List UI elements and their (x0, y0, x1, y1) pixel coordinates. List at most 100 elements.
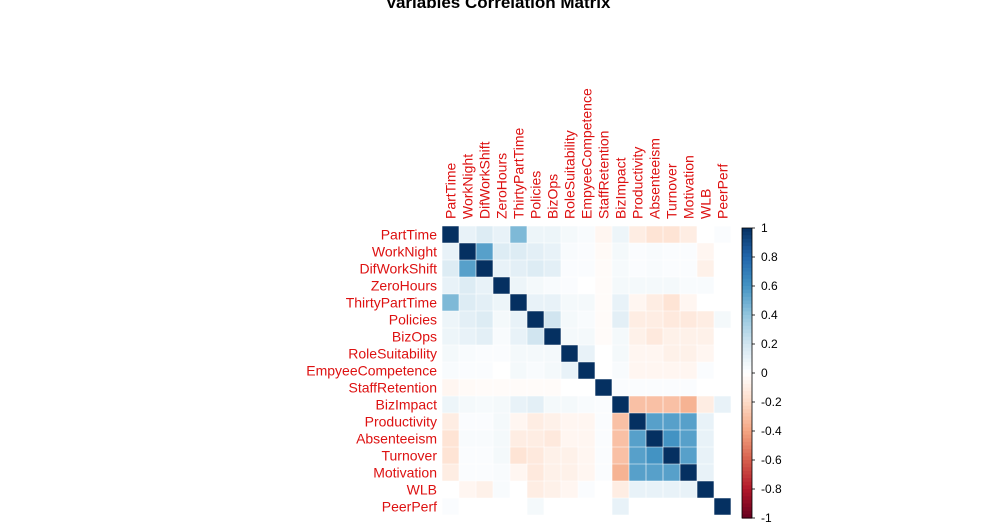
heatmap-cell (595, 328, 612, 345)
heatmap-cell (578, 413, 595, 430)
heatmap-cell (663, 430, 680, 447)
heatmap-cell (527, 226, 544, 243)
colorbar-segment (742, 257, 752, 262)
heatmap-cell (663, 345, 680, 362)
heatmap-cells (441, 225, 732, 516)
heatmap-cell (680, 243, 697, 260)
heatmap-cell (697, 243, 714, 260)
heatmap-cell (527, 277, 544, 294)
heatmap-cell (544, 345, 561, 362)
heatmap-cell (629, 362, 646, 379)
colorbar-tick-label: -0.4 (761, 424, 782, 438)
heatmap-cell (697, 447, 714, 464)
heatmap-cell (697, 481, 714, 498)
heatmap-cell (663, 243, 680, 260)
colorbar-segment (742, 365, 752, 370)
heatmap-cell (510, 328, 527, 345)
heatmap-cell (612, 328, 629, 345)
heatmap-cell (476, 430, 493, 447)
colorbar-segment (742, 391, 752, 396)
heatmap-cell (544, 430, 561, 447)
heatmap-cell (646, 260, 663, 277)
heatmap-cell (646, 226, 663, 243)
heatmap-cell (697, 396, 714, 413)
heatmap-cell (527, 311, 544, 328)
heatmap-cell (646, 464, 663, 481)
heatmap-cell (646, 345, 663, 362)
heatmap-cell (714, 362, 731, 379)
colorbar-segment (742, 228, 752, 233)
heatmap-cell (714, 464, 731, 481)
heatmap-cell (442, 362, 459, 379)
heatmap-cell (578, 447, 595, 464)
colorbar-segment (742, 514, 752, 519)
heatmap-cell (510, 362, 527, 379)
column-label: Absenteeism (647, 138, 663, 219)
colorbar-segment (742, 416, 752, 421)
colorbar-segment (742, 282, 752, 287)
heatmap-cell (578, 379, 595, 396)
colorbar-segment (742, 351, 752, 356)
colorbar-segment (742, 405, 752, 410)
heatmap-cell (442, 294, 459, 311)
heatmap-cell (680, 345, 697, 362)
heatmap-cell (493, 379, 510, 396)
heatmap-cell (510, 345, 527, 362)
column-label: BizOps (545, 174, 561, 219)
heatmap-cell (544, 498, 561, 515)
column-label: DifWorkShift (477, 141, 493, 219)
heatmap-cell (714, 498, 731, 515)
heatmap-cell (476, 464, 493, 481)
heatmap-cell (493, 311, 510, 328)
heatmap-cell (544, 328, 561, 345)
heatmap-cell (459, 430, 476, 447)
heatmap-cell (561, 498, 578, 515)
heatmap-cell (476, 226, 493, 243)
heatmap-cell (476, 277, 493, 294)
heatmap-cell (629, 396, 646, 413)
heatmap-cell (544, 277, 561, 294)
heatmap-cell (595, 226, 612, 243)
colorbar-segment (742, 238, 752, 244)
heatmap-cell (493, 226, 510, 243)
row-label: BizImpact (376, 397, 438, 413)
heatmap-cell (510, 430, 527, 447)
heatmap-cell (714, 243, 731, 260)
heatmap-cell (629, 260, 646, 277)
row-label: EmpyeeCompetence (306, 363, 437, 379)
heatmap-cell (476, 379, 493, 396)
heatmap-cell (680, 277, 697, 294)
heatmap-cell (680, 498, 697, 515)
colorbar-segment (742, 460, 752, 465)
colorbar-tick-label: 0.4 (761, 308, 778, 322)
heatmap-cell (680, 481, 697, 498)
row-label: WorkNight (372, 244, 437, 260)
colorbar-segment (742, 492, 752, 497)
heatmap-cell (510, 413, 527, 430)
heatmap-cell (527, 498, 544, 515)
column-label: EmpyeeCompetence (579, 88, 595, 219)
heatmap-cell (561, 294, 578, 311)
colorbar-segment (742, 296, 752, 302)
row-label: DifWorkShift (359, 261, 437, 277)
heatmap-cell (493, 277, 510, 294)
colorbar-segment (742, 463, 752, 468)
heatmap-cell (442, 226, 459, 243)
heatmap-cell (646, 328, 663, 345)
heatmap-cell (697, 430, 714, 447)
heatmap-cell (663, 362, 680, 379)
heatmap-cell (544, 447, 561, 464)
heatmap-cell (561, 413, 578, 430)
heatmap-cell (578, 396, 595, 413)
heatmap-cell (714, 294, 731, 311)
colorbar-labels: 1 0.8 0.6 0.4 0.2 0 -0.2 -0.4 -0.6 -0.8 -1 (761, 221, 782, 525)
colorbar-segment (742, 329, 752, 334)
colorbar-segment (742, 441, 752, 447)
heatmap-cell (544, 226, 561, 243)
heatmap-cell (595, 447, 612, 464)
heatmap-cell (646, 311, 663, 328)
chart-title: Variables Correlation Matrix (386, 0, 611, 12)
heatmap-cell (493, 260, 510, 277)
heatmap-cell (697, 294, 714, 311)
